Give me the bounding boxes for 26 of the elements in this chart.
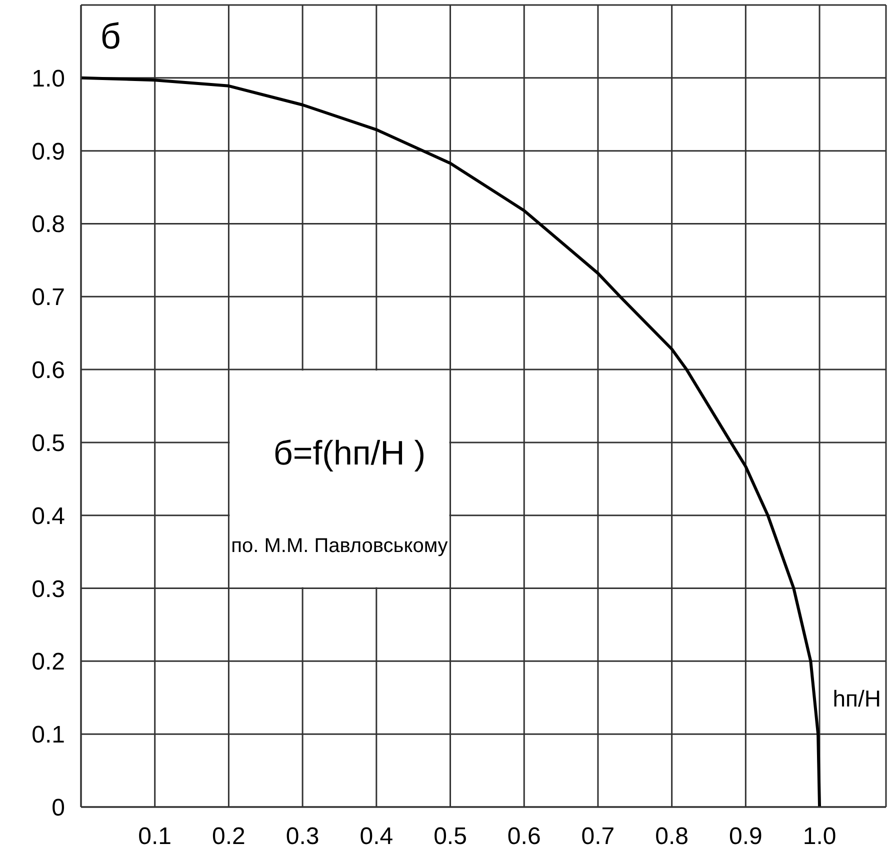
x-axis-title: hп/H [832, 686, 881, 712]
y-tick-label: 0.4 [32, 502, 65, 530]
x-tick-label: 0.3 [286, 823, 320, 850]
x-tick-label: 0.4 [360, 823, 394, 850]
y-tick-label: 0.7 [32, 284, 65, 312]
y-tick-label: 0.3 [32, 576, 65, 603]
y-tick-label: 0.6 [32, 357, 65, 384]
x-tick-label: 0.5 [434, 823, 467, 850]
x-tick-label: 0.2 [212, 823, 246, 850]
y-tick-label: 0.2 [32, 648, 65, 676]
y-tick-label: 0.1 [32, 722, 65, 749]
y-tick-label: 0.5 [32, 430, 65, 457]
y-axis-title: б [100, 16, 121, 57]
y-tick-label: 0.9 [32, 138, 65, 166]
y-tick-label: 0 [52, 794, 65, 822]
x-tick-label: 1.0 [802, 823, 836, 850]
annotation: по. М.М. Павловському [231, 534, 448, 557]
x-tick-label: 0.9 [728, 823, 762, 850]
line-series [81, 76, 822, 807]
y-tick-label: 1.0 [32, 65, 65, 92]
y-tick-label: 0.8 [32, 211, 65, 238]
annotation: б=f(hп/H ) [273, 434, 426, 472]
x-tick-label: 0.7 [581, 823, 615, 850]
x-tick-label: 0.6 [507, 823, 541, 850]
x-tick-label: 0.1 [138, 823, 172, 850]
x-tick-label: 0.8 [655, 823, 689, 850]
